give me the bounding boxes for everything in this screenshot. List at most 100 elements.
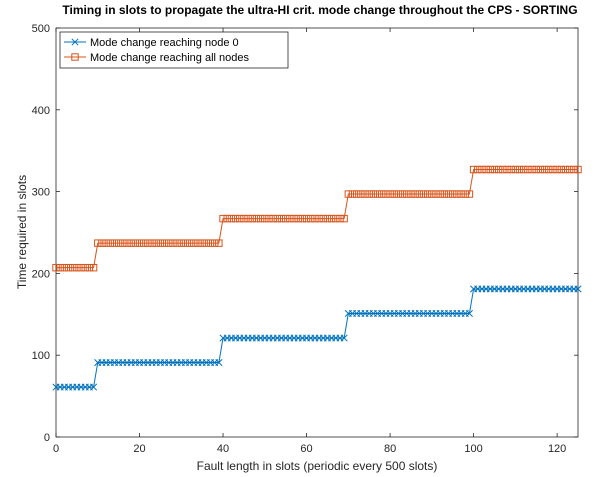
x-tick-label: 80 [384, 443, 396, 455]
data-point [432, 190, 440, 198]
data-point [181, 239, 190, 247]
data-point [474, 165, 482, 174]
data-point [336, 214, 344, 223]
data-point [110, 239, 119, 247]
data-point [511, 165, 520, 174]
data-point [553, 165, 561, 174]
data-point [240, 214, 248, 223]
data-point [152, 239, 160, 247]
data-point [478, 165, 486, 174]
data-point [244, 214, 252, 223]
data-point [449, 190, 457, 198]
data-point [373, 190, 382, 198]
data-point [415, 190, 424, 198]
data-point [319, 214, 327, 223]
data-point [419, 190, 428, 198]
data-point [340, 334, 348, 342]
data-point [307, 214, 315, 223]
data-point [139, 239, 148, 247]
y-tick-label: 0 [44, 432, 50, 444]
data-point [499, 165, 507, 174]
data-point [215, 359, 223, 367]
data-point [398, 190, 407, 198]
data-point [465, 309, 473, 318]
legend-item: Mode change reaching node 0 [64, 37, 239, 49]
data-point [69, 263, 77, 272]
data-point [490, 165, 499, 174]
data-point [298, 214, 307, 223]
data-point [348, 190, 357, 198]
data-point [198, 239, 206, 247]
x-tick-label: 60 [300, 443, 312, 455]
data-point [423, 190, 432, 198]
data-point [327, 214, 336, 223]
data-point [344, 190, 353, 198]
data-point [169, 239, 177, 247]
data-point [494, 165, 503, 174]
data-point [277, 214, 286, 223]
legend-marker [71, 53, 79, 61]
data-point [311, 214, 319, 223]
data-point [465, 190, 474, 198]
y-tick-label: 100 [32, 350, 50, 362]
data-point [357, 190, 365, 198]
y-axis-title: Time required in slots [15, 175, 29, 289]
data-point [565, 165, 574, 174]
data-point [520, 165, 528, 174]
data-point [190, 239, 198, 247]
data-point [411, 190, 419, 198]
data-point [85, 263, 94, 272]
data-point [77, 263, 85, 272]
data-point [524, 165, 532, 174]
series-layer [52, 165, 582, 391]
y-axis: 0 100 200 300 400 500 [32, 23, 578, 444]
series-0 [52, 285, 582, 391]
data-point [219, 214, 227, 223]
data-point [378, 190, 386, 198]
data-point [160, 239, 169, 247]
data-point [440, 190, 449, 198]
data-point [89, 263, 98, 272]
data-point [453, 190, 461, 198]
data-point [114, 239, 123, 247]
data-point [64, 263, 73, 272]
data-point [390, 190, 398, 198]
data-point [290, 214, 298, 223]
data-point [574, 285, 582, 293]
legend-label: Mode change reaching all nodes [90, 52, 250, 64]
x-tick-label: 0 [53, 443, 59, 455]
data-point [394, 190, 403, 198]
data-point [352, 190, 361, 198]
data-point [507, 165, 515, 174]
x-tick-label: 100 [464, 443, 482, 455]
legend-label: Mode change reaching node 0 [90, 37, 239, 49]
data-point [173, 239, 181, 247]
data-point [60, 263, 69, 272]
data-point [369, 190, 378, 198]
data-point [206, 239, 215, 247]
y-tick-label: 200 [32, 268, 50, 280]
data-point [515, 165, 524, 174]
data-point [252, 214, 261, 223]
data-point [106, 239, 114, 247]
data-point [123, 239, 131, 247]
data-point [165, 239, 173, 247]
legend-box [59, 31, 289, 69]
data-point [177, 239, 185, 247]
data-point [81, 263, 89, 272]
x-tick-label: 120 [548, 443, 566, 455]
data-point [407, 190, 415, 198]
data-point [248, 214, 256, 223]
data-point [365, 190, 373, 198]
data-point [294, 214, 302, 223]
data-point [286, 214, 294, 223]
data-point [156, 239, 165, 247]
data-point [119, 239, 127, 247]
data-point [231, 214, 240, 223]
legend-item: Mode change reaching all nodes [64, 52, 250, 64]
data-point [135, 239, 144, 247]
data-point [256, 214, 265, 223]
y-tick-label: 500 [32, 23, 50, 35]
